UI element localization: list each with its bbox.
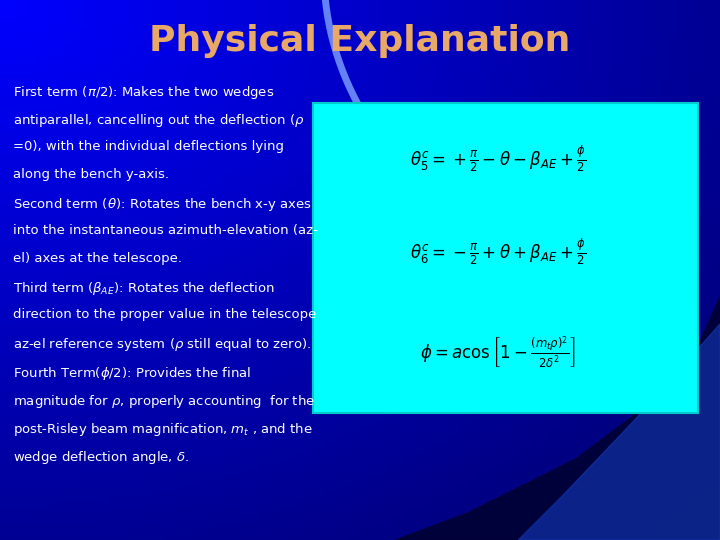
Text: el) axes at the telescope.: el) axes at the telescope. (13, 252, 182, 265)
Text: Second term ($\theta$): Rotates the bench x-y axes: Second term ($\theta$): Rotates the benc… (13, 196, 312, 213)
Text: az-el reference system ($\rho$ still equal to zero).: az-el reference system ($\rho$ still equ… (13, 336, 311, 353)
Text: =0), with the individual deflections lying: =0), with the individual deflections lyi… (13, 140, 284, 153)
Text: antiparallel, cancelling out the deflection ($\rho$: antiparallel, cancelling out the deflect… (13, 112, 305, 129)
FancyBboxPatch shape (313, 103, 698, 413)
Text: $\theta_6^c = -\frac{\pi}{2} + \theta + \beta_{AE} + \frac{\phi}{2}$: $\theta_6^c = -\frac{\pi}{2} + \theta + … (410, 236, 586, 267)
Polygon shape (396, 297, 720, 540)
Text: magnitude for $\rho$, properly accounting  for the: magnitude for $\rho$, properly accountin… (13, 393, 315, 409)
Text: $\phi = a\cos\left[1 - \frac{(m_t \rho)^2}{2\delta^2}\right]$: $\phi = a\cos\left[1 - \frac{(m_t \rho)^… (420, 335, 576, 370)
Text: wedge deflection angle, $\delta$.: wedge deflection angle, $\delta$. (13, 449, 189, 465)
Text: Fourth Term($\phi$/2): Provides the final: Fourth Term($\phi$/2): Provides the fina… (13, 364, 251, 381)
Text: Third term ($\beta_{AE}$): Rotates the deflection: Third term ($\beta_{AE}$): Rotates the d… (13, 280, 275, 297)
Text: $\theta_5^c = +\frac{\pi}{2} - \theta - \beta_{AE} + \frac{\phi}{2}$: $\theta_5^c = +\frac{\pi}{2} - \theta - … (410, 143, 586, 174)
Text: along the bench y-axis.: along the bench y-axis. (13, 168, 169, 181)
Text: into the instantaneous azimuth-elevation (az-: into the instantaneous azimuth-elevation… (13, 224, 318, 237)
Polygon shape (518, 324, 720, 540)
Text: First term ($\pi$/2): Makes the two wedges: First term ($\pi$/2): Makes the two wedg… (13, 84, 274, 100)
Text: direction to the proper value in the telescope: direction to the proper value in the tel… (13, 308, 316, 321)
Text: post-Risley beam magnification, $m_t$ , and the: post-Risley beam magnification, $m_t$ , … (13, 421, 312, 437)
Text: Physical Explanation: Physical Explanation (149, 24, 571, 58)
